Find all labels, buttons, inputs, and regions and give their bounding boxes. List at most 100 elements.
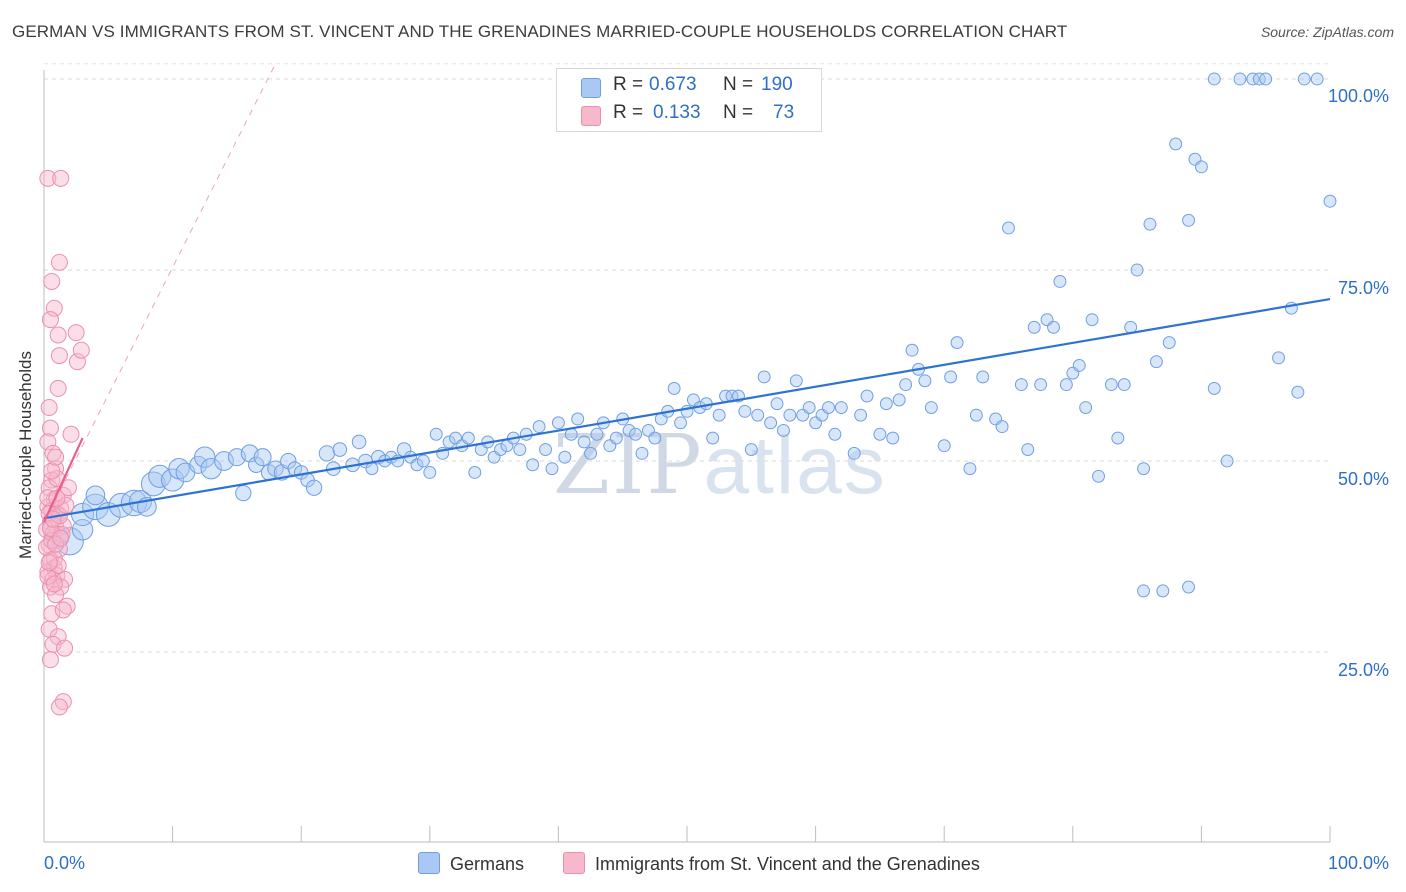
y-tick-label-25: 25.0%: [1338, 660, 1390, 680]
germans-point: [899, 378, 913, 392]
germans-point: [1272, 351, 1286, 365]
germans-point: [1259, 72, 1273, 86]
germans-point: [1047, 320, 1060, 334]
germans-point: [834, 401, 848, 414]
germans-point: [365, 462, 379, 476]
svg-immigrants-point: [56, 570, 74, 588]
x-axis-max-label: 100.0%: [1328, 853, 1390, 873]
svg-immigrants-point: [40, 554, 58, 572]
gridlines: [44, 63, 1330, 653]
germans-point: [854, 408, 868, 422]
legend-germans-label: Germans: [450, 854, 525, 874]
axes: [43, 70, 1331, 843]
germans-point: [1072, 359, 1086, 372]
germans-point: [1162, 336, 1176, 350]
svg-immigrants-point: [50, 347, 68, 365]
germans-point: [976, 370, 990, 384]
germans-point: [318, 445, 336, 462]
germans-point: [764, 416, 778, 430]
germans-point: [1092, 469, 1105, 483]
germans-point: [539, 443, 552, 456]
germans-point: [1117, 378, 1131, 392]
svg-immigrants-point: [50, 253, 68, 271]
legend-germans: Germans: [418, 852, 524, 875]
germans-point: [1059, 378, 1073, 392]
germans-point: [423, 466, 437, 479]
germans-point: [235, 484, 252, 502]
germans-point: [410, 458, 424, 472]
legend-r-value: 0.133: [653, 102, 701, 123]
germans-point: [590, 427, 604, 441]
germans-point: [545, 462, 559, 476]
svg-immigrants-point: [47, 586, 65, 604]
source-credit: Source: ZipAtlas.com: [1260, 24, 1394, 40]
svg-immigrants-point: [49, 379, 67, 397]
germans-point: [1323, 194, 1337, 208]
germans-point: [783, 408, 797, 422]
germans-point: [85, 485, 106, 506]
germans-point: [1104, 378, 1118, 392]
germans-point: [1085, 313, 1099, 327]
germans-point: [924, 401, 938, 414]
germans-point: [1310, 72, 1324, 86]
germans-point: [1182, 580, 1195, 594]
svg-immigrants-point: [67, 324, 85, 342]
germans-point: [1291, 385, 1305, 399]
germans-point: [995, 420, 1009, 434]
chart-title: GERMAN VS IMMIGRANTS FROM ST. VINCENT AN…: [12, 22, 1068, 41]
legend-n-label: N =: [723, 102, 754, 123]
germans-point: [969, 408, 983, 422]
svg-immigrants-point: [39, 169, 57, 187]
germans-point: [712, 408, 726, 422]
germans-point: [667, 381, 681, 395]
germans-point: [744, 443, 758, 456]
germans-point: [416, 454, 430, 468]
legend-r-value: 0.673: [649, 74, 697, 95]
germans-point: [526, 458, 540, 472]
germans-point: [1027, 320, 1041, 334]
germans-point: [584, 446, 597, 460]
germans-point: [757, 370, 771, 384]
germans-point: [648, 431, 662, 445]
svg-immigrants-point: [62, 425, 80, 443]
germans-point: [1143, 217, 1157, 231]
svg-immigrants-point: [43, 462, 61, 480]
germans-points: [45, 72, 1337, 598]
germans-point: [429, 427, 443, 441]
germans-point: [1053, 275, 1067, 288]
svg-immigrants-point: [57, 496, 75, 514]
germans-point: [950, 336, 964, 350]
svg-immigrants-point: [45, 299, 63, 317]
legend-r-label: R =: [613, 74, 644, 95]
germans-point: [532, 420, 546, 434]
svg-immigrants-point: [41, 311, 59, 329]
svg-immigrants-trend-line: [43, 437, 84, 523]
germans-point: [963, 462, 977, 476]
svg-immigrants-point: [56, 639, 74, 657]
germans-point: [1156, 584, 1170, 598]
germans-point: [1111, 431, 1125, 445]
germans-point: [1207, 72, 1221, 86]
germans-point: [1207, 381, 1221, 395]
germans-point: [1130, 263, 1144, 277]
germans-point: [905, 343, 919, 357]
svg-immigrants-point: [43, 272, 61, 290]
legend-immigrants-label: Immigrants from St. Vincent and the Gren…: [595, 854, 980, 874]
legend-swatch-pink: [581, 106, 601, 126]
germans-point: [161, 468, 185, 492]
germans-point: [1149, 355, 1163, 369]
trend-lines: [43, 63, 1331, 523]
svg-immigrants-point: [50, 698, 68, 716]
correlation-legend: R = 0.673 N = 190 R = 0.133 N = 73: [556, 68, 822, 132]
svg-immigrants-points: [38, 169, 90, 716]
svg-immigrants-trend-extension: [43, 63, 276, 523]
germans-trend-line: [43, 297, 1331, 520]
germans-point: [828, 427, 842, 441]
germans-point: [1021, 443, 1035, 456]
legend-germans-swatch: [418, 852, 440, 874]
germans-point: [1002, 221, 1015, 235]
germans-point: [822, 401, 835, 414]
germans-point: [558, 450, 572, 464]
legend-immigrants-swatch: [563, 852, 585, 874]
